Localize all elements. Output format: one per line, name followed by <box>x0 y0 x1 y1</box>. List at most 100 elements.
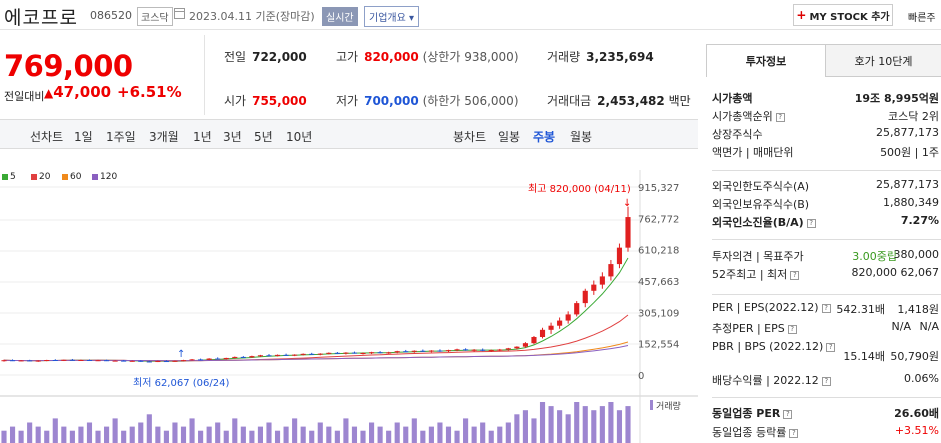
volume-bar <box>394 422 400 443</box>
help-icon[interactable]: ? <box>821 376 831 386</box>
candle <box>531 337 537 344</box>
candle <box>599 276 605 285</box>
volume-bar <box>488 430 494 443</box>
candle <box>163 361 169 363</box>
candle <box>428 350 434 352</box>
volume-bar <box>505 422 511 443</box>
candle <box>35 360 41 362</box>
candle-monthly[interactable]: 월봉 <box>570 130 593 144</box>
help-icon[interactable]: ? <box>790 270 800 280</box>
candle <box>129 360 135 362</box>
candle <box>95 360 101 362</box>
period-1w[interactable]: 1주일 <box>106 130 136 144</box>
tab-invest-info[interactable]: 투자정보 <box>706 44 826 77</box>
candle <box>52 360 58 362</box>
y-tick-label: 305,109 <box>638 308 679 319</box>
volume-bar <box>343 418 349 443</box>
candle <box>351 352 358 354</box>
y-tick-label: 915,327 <box>638 183 679 194</box>
volume-bar <box>61 426 67 443</box>
volume-bar <box>283 426 289 443</box>
volume-bar <box>292 418 298 443</box>
volume-bar <box>274 430 281 443</box>
candle <box>411 350 417 352</box>
candle <box>283 354 289 356</box>
current-price: 769,000 <box>4 49 133 83</box>
chevron-down-icon: ▾ <box>409 13 415 24</box>
candle <box>360 353 366 355</box>
up-arrow-icon: ↑ <box>177 349 185 360</box>
period-5y[interactable]: 5년 <box>254 130 273 144</box>
help-icon[interactable]: ? <box>783 409 793 419</box>
legend-swatch <box>92 173 98 180</box>
market-cap-row: 시가총액 19조 8,995억원 <box>712 92 939 105</box>
candle <box>394 351 400 353</box>
help-icon[interactable]: ? <box>787 324 797 334</box>
candle <box>480 349 486 351</box>
volume-bar <box>52 418 58 443</box>
candle <box>257 355 264 357</box>
candle <box>317 353 323 355</box>
add-mystock-button[interactable]: + MY STOCK 추가 <box>793 4 893 26</box>
trade-amount: 거래대금 2,453,482 백만 <box>547 94 691 108</box>
quick-link[interactable]: 빠른주 <box>908 13 936 24</box>
candle <box>172 360 178 362</box>
company-overview-button[interactable]: 기업개요 ▾ <box>364 6 420 27</box>
volume-bar <box>531 418 537 443</box>
help-icon[interactable]: ? <box>826 342 836 352</box>
open-price: 시가 755,000 <box>224 94 307 108</box>
volume-bar <box>608 402 614 443</box>
candle <box>198 359 204 361</box>
volume-bar <box>300 426 306 443</box>
candle <box>368 352 375 354</box>
volume-legend: 거래량 <box>656 400 681 412</box>
volume-bar <box>616 410 623 443</box>
candle <box>155 361 161 363</box>
tab-orderbook[interactable]: 호가 10단계 <box>826 44 941 77</box>
legend-swatch <box>62 173 68 180</box>
pbr-row: PBR | BPS (2022.12)? 15.14배 50,790원 <box>712 340 939 363</box>
volume-bar <box>27 422 33 443</box>
volume-bar <box>599 406 605 443</box>
period-3m[interactable]: 3개월 <box>149 130 179 144</box>
candle-daily[interactable]: 일봉 <box>498 130 521 144</box>
price-chart[interactable]: 915,327 762,772 610,218 457,663 305,109 152,5… <box>0 150 698 443</box>
candle <box>377 352 383 354</box>
divider <box>712 294 941 295</box>
candle <box>334 352 340 354</box>
volume-bar <box>35 426 41 443</box>
candle <box>9 360 16 362</box>
help-icon[interactable]: ? <box>789 428 799 438</box>
help-icon[interactable]: ? <box>821 303 831 313</box>
candle <box>565 314 571 321</box>
volume-bar <box>317 422 323 443</box>
volume-bar <box>257 426 264 443</box>
period-1y[interactable]: 1년 <box>193 130 212 144</box>
volume-bar <box>471 426 477 443</box>
chart-toolbar: 선차트 1일 1주일 3개월 1년 3년 5년 10년 봉차트 일봉 주봉 월봉 <box>0 119 698 149</box>
realtime-button[interactable]: 실시간 <box>322 7 358 26</box>
help-icon[interactable]: ? <box>806 218 816 228</box>
volume-bar <box>215 422 221 443</box>
candle <box>403 351 409 353</box>
period-1d[interactable]: 1일 <box>74 130 93 144</box>
volume-bar <box>223 430 229 443</box>
candle <box>104 360 110 362</box>
volume-bar <box>198 430 204 443</box>
volume-bar <box>403 426 409 443</box>
candle <box>61 359 67 361</box>
period-10y[interactable]: 10년 <box>286 130 313 144</box>
candle <box>522 343 528 347</box>
candle <box>463 349 469 351</box>
help-icon[interactable]: ? <box>775 112 785 122</box>
candle <box>445 350 452 352</box>
par-row: 액면가 | 매매단위 500원 | 1주 <box>712 146 939 159</box>
shares-row: 상장주식수 25,877,173 <box>712 126 939 141</box>
candle-weekly[interactable]: 주봉 <box>533 130 556 144</box>
candle <box>574 303 580 315</box>
candle <box>539 329 546 338</box>
volume-bar <box>480 422 486 443</box>
period-3y[interactable]: 3년 <box>223 130 242 144</box>
volume-bar <box>565 414 571 443</box>
candle <box>121 360 127 362</box>
